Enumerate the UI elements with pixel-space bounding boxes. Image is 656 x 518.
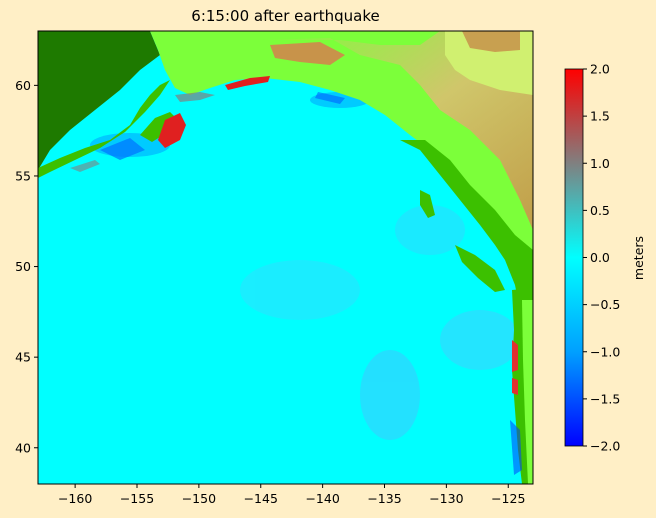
wave-peninsula-gray [70, 160, 100, 172]
colorbar-tick-label: −0.5 [590, 297, 620, 312]
y-tick-label: 50 [15, 259, 31, 274]
x-axis: −160 −155 −150 −145 −140 −135 −130 −125 [58, 484, 525, 506]
colorbar-tick-label: 2.0 [590, 62, 610, 77]
x-tick-label: −125 [491, 491, 525, 506]
map-title: 6:15:00 after earthquake [191, 7, 380, 25]
y-tick-label: 40 [15, 440, 31, 455]
colorbar-tick-label: 1.5 [590, 109, 610, 124]
wave-trough-south [510, 420, 522, 475]
colorbar: 2.0 1.5 1.0 0.5 0.0 −0.5 −1.0 −1.5 −2.0 meters [564, 62, 646, 454]
landmass [38, 31, 533, 484]
land-yukon-tan [462, 31, 520, 52]
colorbar-tick-label: 0.0 [590, 250, 610, 265]
land-highlands [260, 31, 533, 230]
land-alaska-peninsula [38, 80, 170, 178]
x-tick-label: −145 [244, 491, 278, 506]
x-tick-label: −160 [58, 491, 92, 506]
y-tick-label: 60 [15, 78, 31, 93]
land-vancouver-island [455, 245, 505, 292]
wave-california-red [512, 378, 518, 395]
y-tick-label: 55 [15, 168, 31, 183]
land-brown-range [270, 42, 345, 65]
wave-kodiak-red [158, 113, 186, 148]
land-pacific-northwest-inland [522, 300, 533, 484]
x-tick-label: −155 [120, 491, 154, 506]
land-haida-gwaii [420, 190, 435, 218]
x-tick-label: −130 [429, 491, 463, 506]
negative-wave [100, 92, 522, 475]
y-axis: 40 45 50 55 60 [15, 78, 38, 455]
wave-gulf-red [225, 76, 270, 90]
colorbar-tick-label: −1.0 [590, 344, 620, 359]
colorbar-tick-label: −1.5 [590, 391, 620, 406]
x-tick-label: −150 [182, 491, 216, 506]
x-tick-label: −135 [367, 491, 401, 506]
map-area [38, 31, 533, 484]
colorbar-label: meters [631, 236, 646, 280]
land-western-alaska [38, 31, 160, 170]
wave-oregon-red [512, 340, 518, 372]
x-tick-label: −140 [305, 491, 339, 506]
wave-trough-peninsula [100, 138, 145, 160]
wave-gulf-gray [175, 92, 215, 102]
wave-trough-gulf [315, 92, 345, 104]
colorbar-gradient [564, 68, 584, 447]
wave-disturbance [90, 92, 520, 440]
map-frame [37, 30, 534, 485]
y-tick-label: 45 [15, 350, 31, 365]
colorbar-ticks: 2.0 1.5 1.0 0.5 0.0 −0.5 −1.0 −1.5 −2.0 [583, 62, 620, 454]
colorbar-tick-label: −2.0 [590, 439, 620, 454]
colorbar-tick-label: 1.0 [590, 156, 610, 171]
positive-wave [70, 76, 518, 395]
colorbar-tick-label: 0.5 [590, 203, 610, 218]
